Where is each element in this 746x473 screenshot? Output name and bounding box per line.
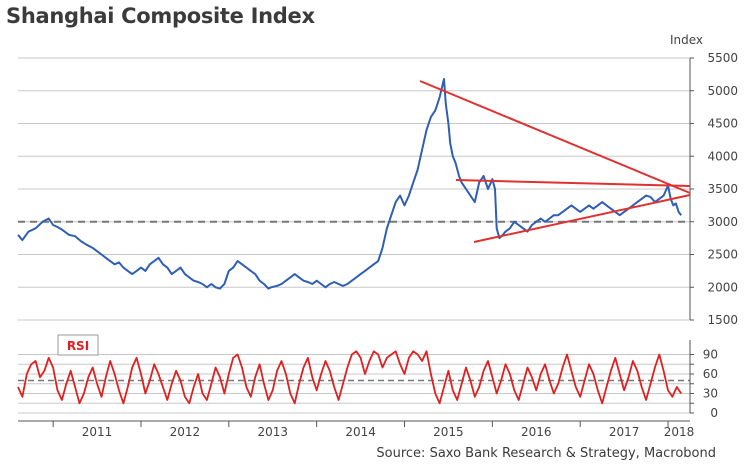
chart-title: Shanghai Composite Index [6, 4, 315, 28]
rsi-line [17, 350, 682, 405]
rsi-series [17, 350, 682, 405]
index-tick-label: 2500 [707, 248, 738, 262]
rsi-tick-label: 60 [703, 367, 718, 381]
x-tick-label: 2012 [170, 425, 201, 439]
index-line [17, 78, 682, 290]
index-tick-label: 3000 [707, 215, 738, 229]
x-tick-label: 2018 [664, 425, 695, 439]
x-tick-label: 2013 [257, 425, 288, 439]
x-tick-label: 2017 [609, 425, 640, 439]
x-tick-label: 2016 [521, 425, 552, 439]
rsi-tick-label: 0 [710, 406, 718, 420]
index-tick-label: 5500 [707, 51, 738, 65]
index-y-ticks: 1500 2000 2500 3000 3500 4000 4500 5000 5500 [690, 51, 738, 327]
index-tick-label: 2000 [707, 280, 738, 294]
x-tick-label: 2011 [82, 425, 113, 439]
index-gridlines [18, 57, 690, 321]
x-tick-label: 2014 [345, 425, 376, 439]
x-ticks: 2011 2012 2013 2014 2015 2016 2017 2018 [52, 421, 695, 439]
trendline-upper-long [419, 80, 691, 194]
index-tick-label: 1500 [707, 313, 738, 327]
x-tick-label: 2015 [433, 425, 464, 439]
rsi-tick-label: 90 [703, 348, 718, 362]
rsi-legend-box: RSI [57, 334, 99, 356]
trendline-flat-resistance [455, 179, 691, 187]
index-series [17, 78, 682, 290]
index-tick-label: 5000 [707, 84, 738, 98]
index-tick-label: 4500 [707, 117, 738, 131]
index-tick-label: 4000 [707, 149, 738, 163]
rsi-legend-label: RSI [67, 339, 89, 353]
trend-lines [419, 80, 691, 243]
rsi-y-ticks: 0 30 60 90 [690, 348, 718, 420]
index-y-axis-label: Index [670, 33, 703, 47]
trendline-support [473, 194, 691, 243]
rsi-tick-label: 30 [703, 387, 718, 401]
source-note: Source: Saxo Bank Research & Strategy, M… [376, 446, 716, 461]
index-tick-label: 3500 [707, 182, 738, 196]
rsi-gridlines [18, 354, 690, 414]
